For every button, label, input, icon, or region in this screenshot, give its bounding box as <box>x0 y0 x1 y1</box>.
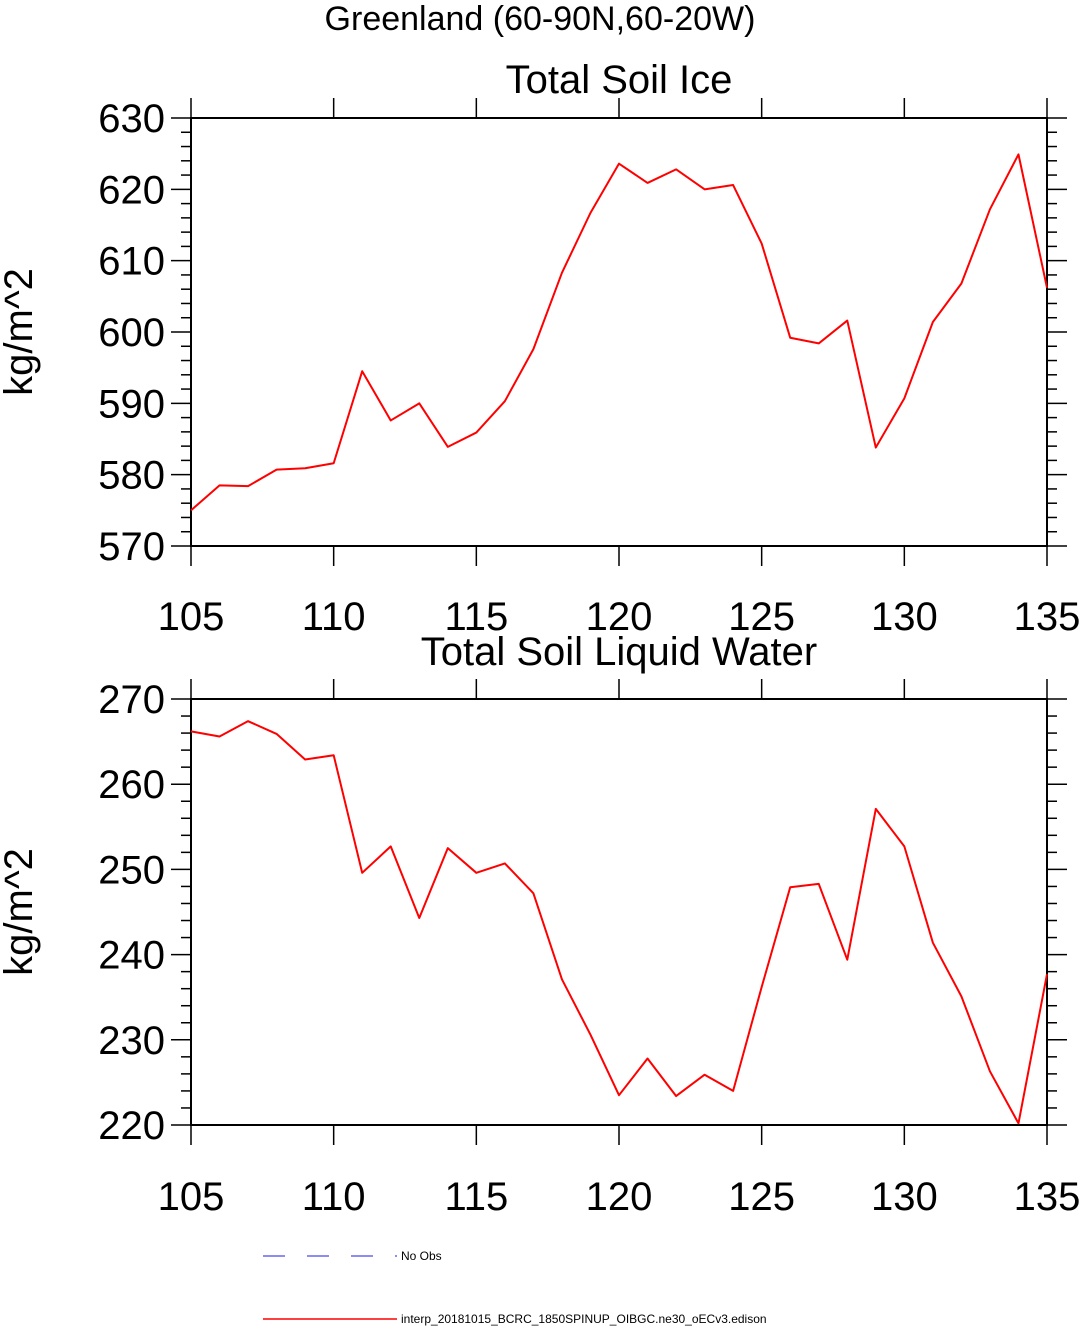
y-tick-label: 240 <box>98 934 165 978</box>
y-tick-label: 610 <box>98 240 165 284</box>
plot-frame <box>190 698 1048 1126</box>
x-tick-label: 135 <box>1014 595 1080 639</box>
x-tick-label: 125 <box>728 595 795 639</box>
plot-frame <box>190 117 1048 547</box>
series-line-1 <box>190 720 1048 1125</box>
y-tick-label: 230 <box>98 1019 165 1063</box>
x-tick-label: 115 <box>444 1175 508 1219</box>
y-tick-label: 590 <box>98 382 165 426</box>
y-tick-label: 570 <box>98 525 165 569</box>
y-axis-label: kg/m^2 <box>0 848 41 976</box>
x-tick-label: 135 <box>1014 1175 1080 1219</box>
y-axis-label: kg/m^2 <box>0 268 41 396</box>
legend-label-1: No Obs <box>401 1249 442 1263</box>
panel-1: Total Soil Ice kg/m^2 570 580 590 600 610 620 63… <box>0 58 1080 639</box>
x-tick-label: 130 <box>871 595 938 639</box>
x-tick-label: 110 <box>302 595 366 639</box>
legend-label-2: interp_20181015_BCRC_1850SPINUP_OIBGC.ne… <box>401 1312 767 1326</box>
y-tick-label: 630 <box>98 97 165 141</box>
x-tick-label: 105 <box>158 1175 225 1219</box>
panel-title: Total Soil Ice <box>506 58 733 102</box>
y-tick-label: 250 <box>98 848 165 892</box>
y-tick-label: 260 <box>98 763 165 807</box>
y-tick-label: 620 <box>98 168 165 212</box>
series-line-1 <box>190 153 1048 512</box>
x-tick-label: 125 <box>728 1175 795 1219</box>
x-tick-label: 115 <box>444 595 508 639</box>
x-tick-label: 105 <box>158 595 225 639</box>
x-tick-label: 110 <box>302 1175 366 1219</box>
y-tick-label: 270 <box>98 678 165 722</box>
x-tick-label: 130 <box>871 1175 938 1219</box>
panel-2: Total Soil Liquid Water kg/m^2 220 230 240 25… <box>0 630 1080 1219</box>
y-tick-label: 580 <box>98 454 165 498</box>
y-tick-label: 600 <box>98 311 165 355</box>
panel-title: Total Soil Liquid Water <box>421 630 817 674</box>
figure-suptitle: Greenland (60-90N,60-20W) <box>325 0 756 38</box>
x-tick-label: 120 <box>586 1175 653 1219</box>
x-tick-label: 120 <box>586 595 653 639</box>
legend: No Obs interp_20181015_BCRC_1850SPINUP_OI… <box>263 1249 767 1326</box>
y-tick-label: 220 <box>98 1104 165 1148</box>
